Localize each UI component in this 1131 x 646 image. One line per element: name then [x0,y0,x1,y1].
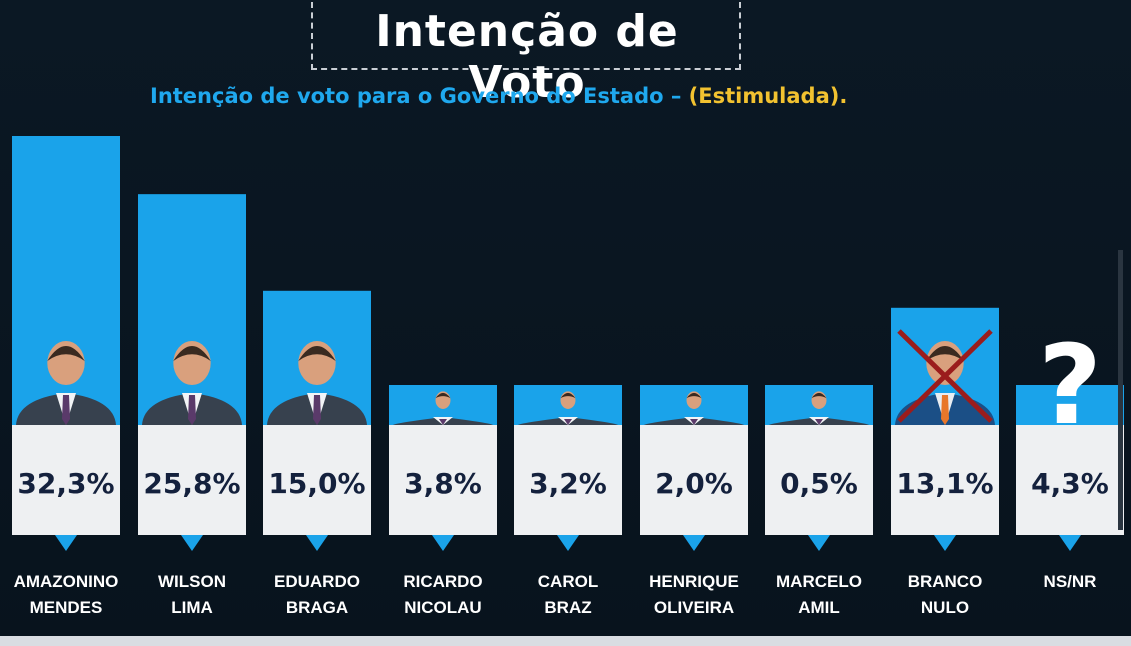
person-hair [298,346,336,361]
crossed-person-icon [895,329,995,425]
title-box [311,2,741,70]
person-tie [815,419,823,425]
category-label: AMIL [798,598,840,617]
bar-group: 0,5% MARCELO AMIL [765,385,873,617]
person-tie [188,395,196,425]
bar-group: 32,3% AMAZONINO MENDES [12,136,120,617]
bar-group: 3,8% RICARDO NICOLAU [389,385,497,617]
person-photo [267,341,367,425]
data-label: 32,3% [17,467,114,500]
category-label: BRAGA [286,598,348,617]
person-tie [690,419,698,425]
bar-group: 3,2% CAROL BRAZ [514,385,622,617]
value-box [891,425,999,535]
bar [1016,385,1124,425]
subtitle-main: Intenção de voto para o Governo do Estad… [150,84,689,108]
pointer-triangle [55,535,77,551]
pointer-triangle [934,535,956,551]
category-label: RICARDO [403,572,482,591]
value-box [1016,425,1124,535]
person-hair [435,392,451,399]
value-box [640,425,748,535]
category-label: CAROL [538,572,598,591]
category-label: NICOLAU [404,598,481,617]
subtitle-highlight: (Estimulada) [688,84,840,108]
data-label: 3,8% [404,467,482,500]
value-box [765,425,873,535]
subtitle-end: . [839,84,848,108]
data-label: 15,0% [268,467,365,500]
data-label: 0,5% [780,467,858,500]
value-box [514,425,622,535]
person-tie [313,395,321,425]
pointer-triangle [181,535,203,551]
category-label: BRAZ [544,598,591,617]
data-label: 3,2% [529,467,607,500]
bottom-bar [0,636,1131,646]
category-label: HENRIQUE [649,572,739,591]
person-photo [644,391,744,425]
person-hair [811,392,827,399]
data-label: 4,3% [1031,467,1109,500]
person-tie [941,395,949,425]
value-box [263,425,371,535]
data-label: 13,1% [896,467,993,500]
category-label: MARCELO [776,572,862,591]
pointer-triangle [306,535,328,551]
edge-strip [1118,250,1123,530]
question-mark-glyph: ? [1038,321,1102,449]
person-tie [439,419,447,425]
bar [138,194,246,425]
person-photo [518,391,618,425]
pointer-triangle [557,535,579,551]
bar-group: 4,3% NS/NR [1016,385,1124,591]
chart-subtitle: Intenção de voto para o Governo do Estad… [150,84,910,108]
category-label: NULO [921,598,969,617]
category-label: BRANCO [908,572,983,591]
category-label: OLIVEIRA [654,598,734,617]
value-box [389,425,497,535]
pointer-triangle [1059,535,1081,551]
category-label: WILSON [158,572,226,591]
person-photo [142,341,242,425]
value-box [138,425,246,535]
person-hair [926,346,964,361]
data-label: 2,0% [655,467,733,500]
category-label: AMAZONINO [14,572,119,591]
bar-group: 13,1% BRANCO NULO [891,307,999,617]
category-label: NS/NR [1044,572,1097,591]
category-label: EDUARDO [274,572,360,591]
person-hair [173,346,211,361]
person-hair [686,392,702,399]
category-label: MENDES [30,598,103,617]
bar-group: 15,0% EDUARDO BRAGA [263,290,371,617]
pointer-triangle [808,535,830,551]
pointer-triangle [683,535,705,551]
person-photo [769,391,869,425]
category-label: LIMA [171,598,213,617]
bar-group: 25,8% WILSON LIMA [138,194,246,617]
person-hair [560,392,576,399]
person-tie [62,395,70,425]
value-box [12,425,120,535]
person-photo [16,341,116,425]
chart-title: Intenção de Voto [375,6,679,108]
data-label: 25,8% [143,467,240,500]
cross-line [897,329,993,423]
person-photo [393,391,493,425]
bar-group: 2,0% HENRIQUE OLIVEIRA [640,385,748,617]
person-hair [47,346,85,361]
person-tie [564,419,572,425]
pointer-triangle [432,535,454,551]
